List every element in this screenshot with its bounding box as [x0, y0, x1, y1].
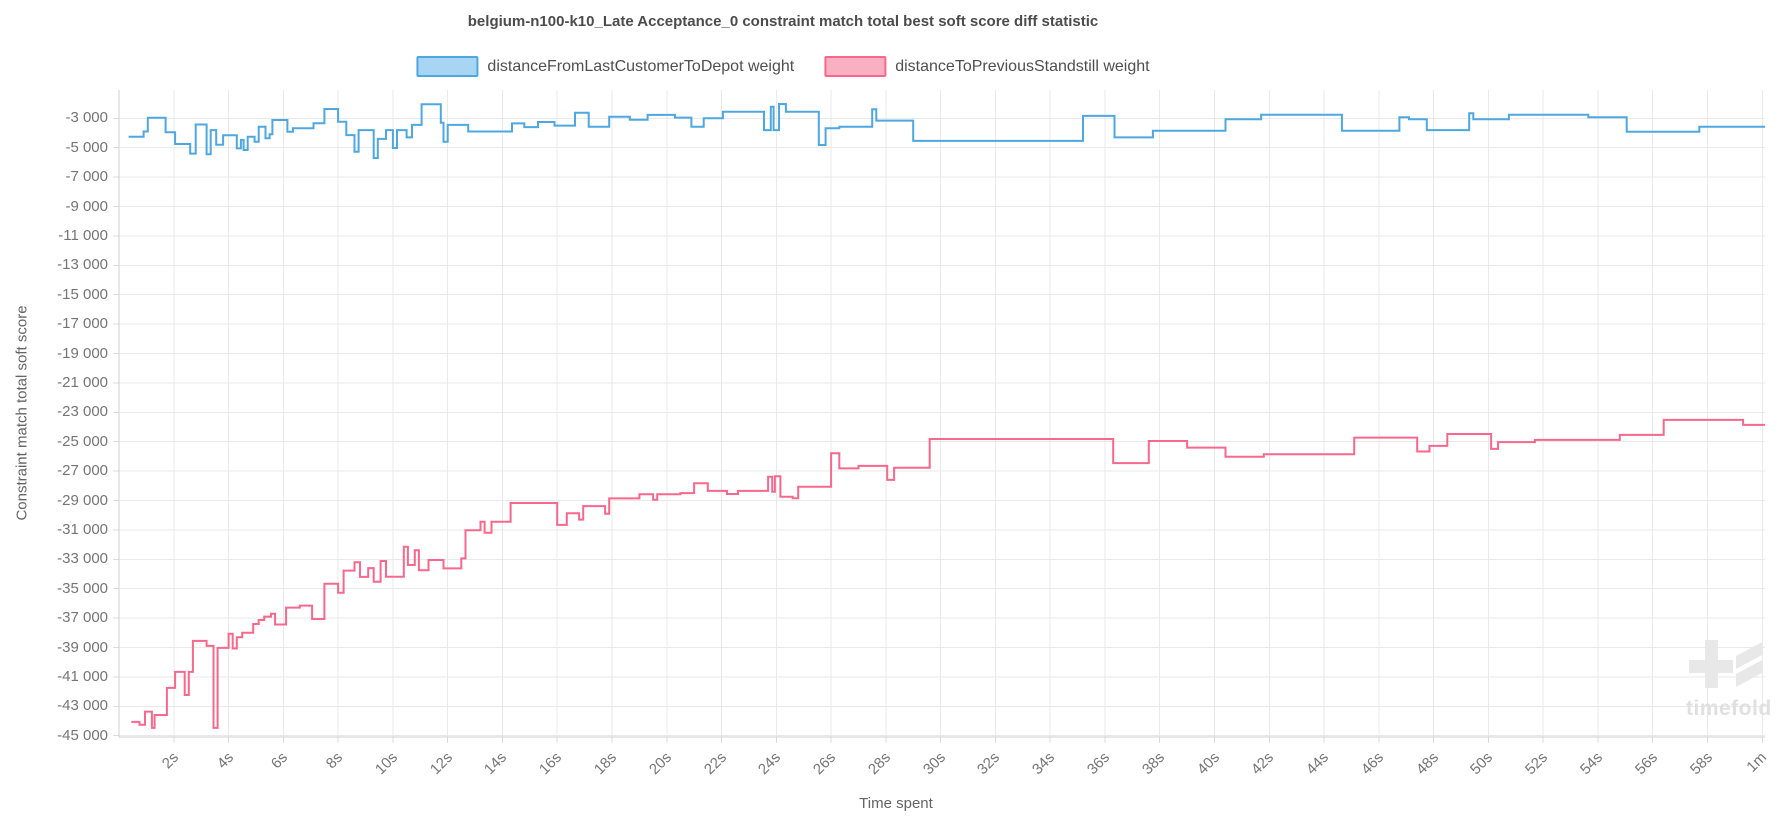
y-tick-label: -19 000 [57, 344, 108, 362]
x-tick-label: 10s [371, 749, 401, 779]
y-tick-label: -11 000 [58, 226, 108, 244]
y-tick-label: -45 000 [57, 726, 108, 744]
x-tick-label: 32s [974, 749, 1004, 779]
y-tick-label: -21 000 [57, 373, 108, 391]
y-tick-label: -13 000 [57, 256, 108, 274]
x-tick-label: 18s [590, 749, 621, 779]
y-tick-label: -7 000 [65, 168, 108, 186]
x-tick-label: 22s [700, 749, 730, 779]
x-tick-label: 56s [1631, 749, 1661, 779]
x-tick-label: 2s [158, 749, 182, 773]
x-tick-label: 8s [322, 749, 347, 773]
y-tick-label: -41 000 [57, 667, 108, 685]
y-tick-label: -35 000 [57, 579, 108, 597]
series-line-pink [131, 418, 1765, 729]
legend-swatch-blue [416, 56, 479, 77]
x-tick-label: 1m [1743, 749, 1771, 776]
x-tick-label: 48s [1412, 749, 1442, 779]
x-tick-label: 34s [1029, 749, 1059, 779]
x-tick-label: 16s [536, 749, 566, 779]
y-tick-label: -9 000 [65, 197, 108, 215]
y-tick-label: -31 000 [57, 520, 108, 538]
legend-label: distanceFromLastCustomerToDepot weight [487, 57, 795, 75]
y-tick-label: -33 000 [57, 550, 108, 568]
timefold-watermark: timefold [1686, 630, 1786, 721]
y-tick-label: -27 000 [57, 462, 108, 480]
y-tick-label: -25 000 [57, 432, 108, 450]
x-tick-label: 20s [645, 749, 675, 779]
x-tick-label: 12s [426, 749, 456, 779]
y-tick-label: -3 000 [65, 109, 108, 127]
series-line-blue [128, 103, 1765, 159]
plot-area [113, 90, 1765, 743]
x-tick-label: 14s [481, 749, 511, 779]
x-tick-label: 36s [1083, 749, 1114, 779]
y-tick-label: -15 000 [57, 285, 108, 303]
y-tick-label: -43 000 [57, 697, 108, 715]
chart-legend: distanceFromLastCustomerToDepot weight di… [416, 56, 1150, 77]
x-tick-label: 52s [1522, 749, 1552, 779]
x-axis-title: Time spent [859, 795, 933, 812]
x-tick-label: 46s [1357, 749, 1387, 779]
timefold-watermark-text: timefold [1686, 697, 1772, 720]
legend-swatch-pink [824, 56, 887, 77]
x-tick-label: 4s [213, 749, 237, 773]
x-tick-label: 58s [1686, 749, 1716, 779]
x-tick-label: 50s [1467, 749, 1497, 779]
legend-label: distanceToPreviousStandstill weight [895, 57, 1150, 75]
chart-title: belgium-n100-k10_Late Acceptance_0 const… [467, 13, 1099, 30]
x-tick-label: 26s [809, 749, 840, 779]
y-tick-label: -29 000 [57, 491, 108, 509]
y-tick-label: -37 000 [57, 609, 108, 627]
legend-item-pink[interactable]: distanceToPreviousStandstill weight [824, 56, 1150, 77]
x-tick-label: 38s [1138, 749, 1168, 779]
y-tick-label: -5 000 [65, 138, 108, 156]
y-tick-label: -39 000 [57, 638, 108, 656]
legend-item-blue[interactable]: distanceFromLastCustomerToDepot weight [416, 56, 794, 77]
x-tick-label: 40s [1193, 749, 1223, 779]
x-tick-label: 6s [268, 749, 292, 773]
x-tick-label: 54s [1576, 749, 1606, 779]
y-tick-label: -17 000 [57, 315, 108, 333]
chart-canvas [113, 90, 1765, 743]
x-tick-label: 42s [1248, 749, 1278, 779]
x-tick-label: 44s [1302, 749, 1333, 779]
x-tick-label: 24s [755, 749, 785, 779]
y-tick-label: -23 000 [57, 403, 108, 421]
timefold-logo-icon [1689, 640, 1762, 688]
